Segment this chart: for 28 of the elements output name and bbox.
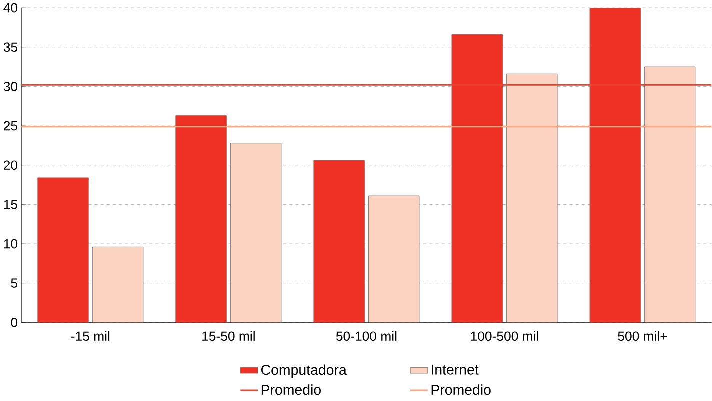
y-tick-label: 15 bbox=[4, 200, 18, 210]
bar bbox=[368, 196, 420, 323]
y-tick-label: 40 bbox=[4, 4, 18, 13]
x-tick-label: 500 mil+ bbox=[618, 332, 668, 342]
y-tick-label: 30 bbox=[4, 82, 18, 92]
bar bbox=[452, 34, 503, 323]
y-tick-label: 25 bbox=[4, 122, 18, 131]
bar bbox=[230, 143, 282, 323]
y-tick-label: 10 bbox=[4, 240, 18, 249]
x-tick-label: -15 mil bbox=[71, 332, 110, 342]
x-tick-label: 100-500 mil bbox=[471, 332, 538, 342]
x-tick-label: 50-100 mil bbox=[336, 332, 397, 342]
legend-label: Internet bbox=[432, 365, 479, 376]
y-tick-label: 5 bbox=[11, 278, 18, 288]
y-tick-label: 35 bbox=[4, 42, 18, 52]
bar bbox=[506, 74, 558, 323]
bar bbox=[176, 116, 227, 323]
y-tick-label: 20 bbox=[4, 160, 18, 170]
bar bbox=[314, 160, 365, 323]
bar bbox=[590, 8, 641, 323]
bar bbox=[92, 247, 144, 323]
bar bbox=[38, 178, 89, 323]
legend-label: Promedio bbox=[262, 384, 321, 396]
legend-label: Computadora bbox=[262, 364, 347, 378]
bar bbox=[644, 67, 696, 323]
y-tick-label: 0 bbox=[11, 318, 18, 328]
legend-label: Promedio bbox=[432, 384, 491, 396]
x-tick-label: 15-50 mil bbox=[202, 332, 255, 342]
